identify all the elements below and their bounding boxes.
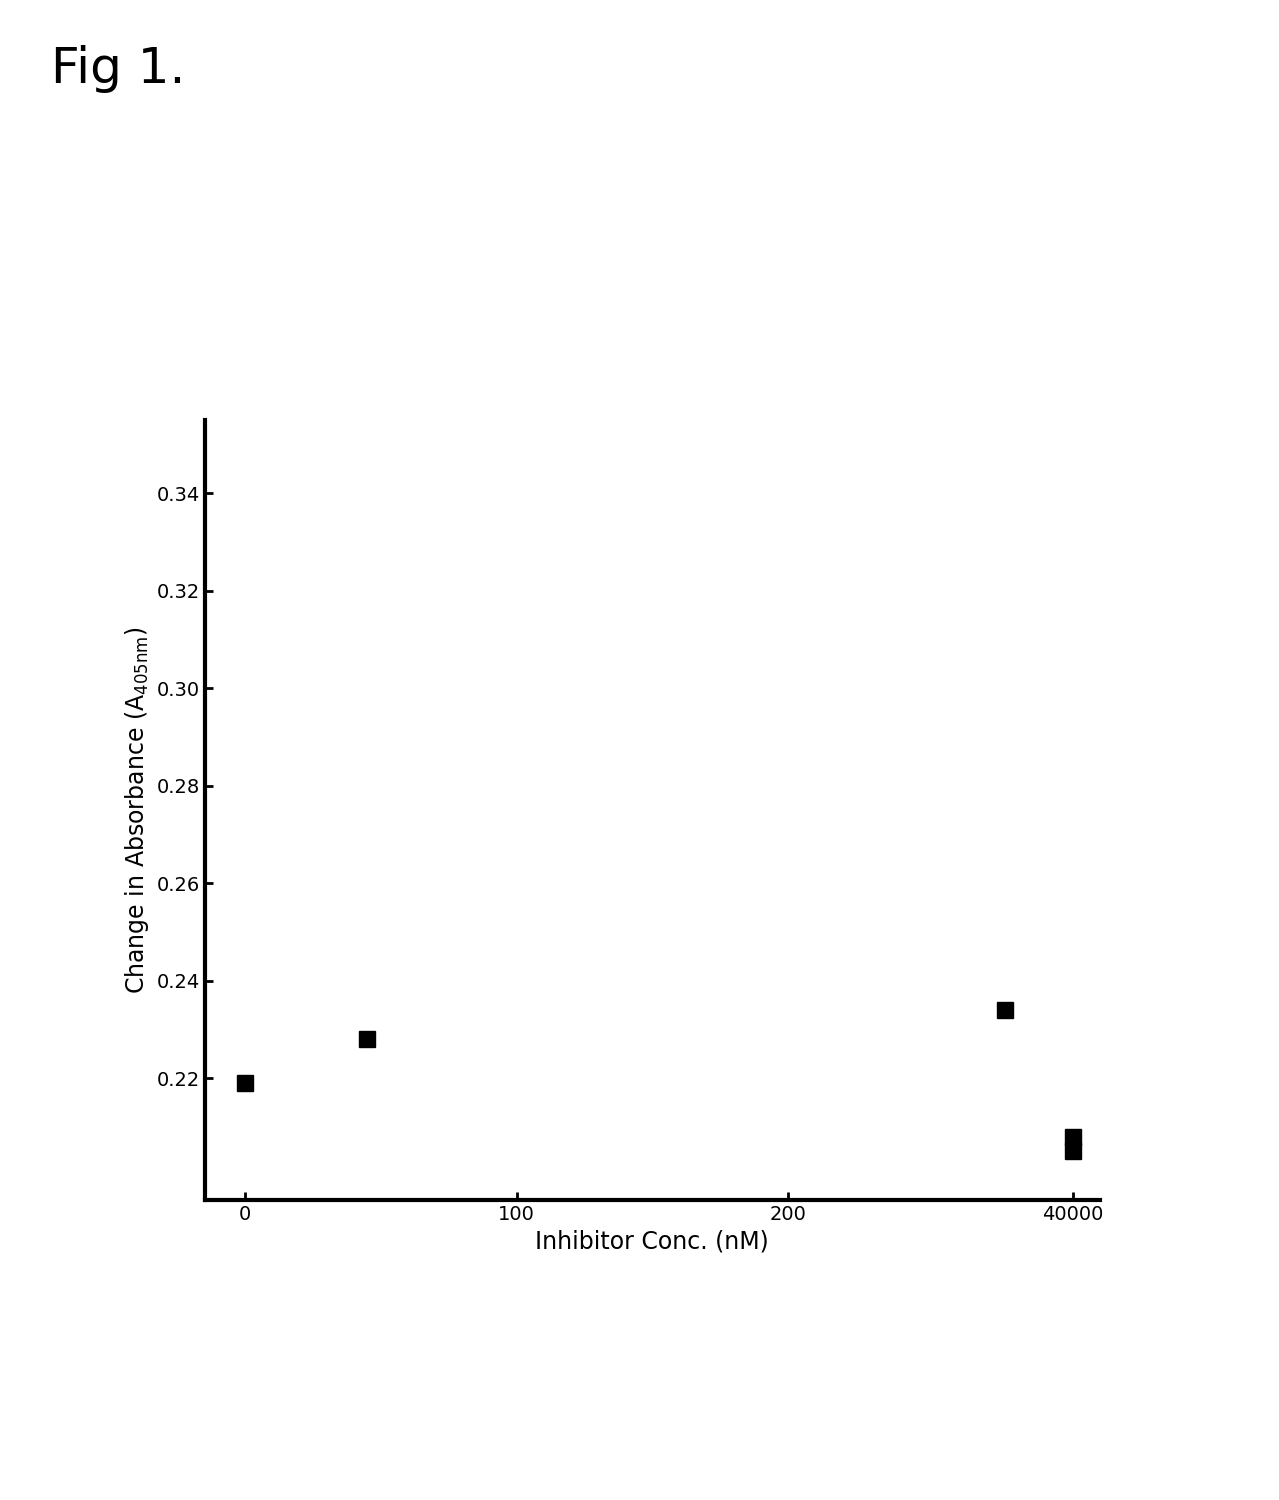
X-axis label: Inhibitor Conc. (nM): Inhibitor Conc. (nM) (536, 1230, 769, 1254)
Text: Fig 1.: Fig 1. (51, 45, 185, 93)
Y-axis label: Change in Absorbance ($\mathregular{A_{405nm}}$): Change in Absorbance ($\mathregular{A_{4… (123, 626, 151, 994)
